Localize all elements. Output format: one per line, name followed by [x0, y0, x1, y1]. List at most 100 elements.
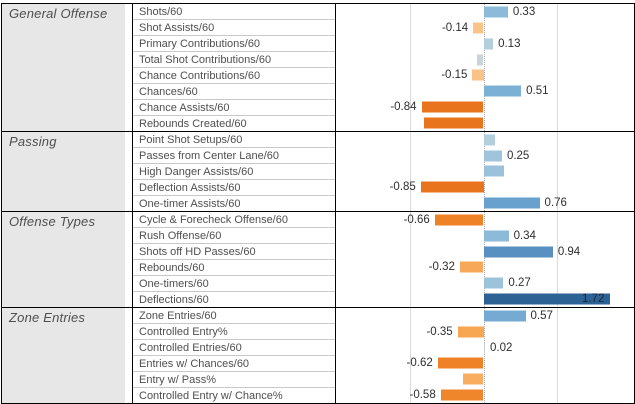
value-label: 0.25 — [506, 149, 530, 162]
bar[interactable] — [483, 230, 509, 242]
bar-row: -0.35 — [336, 324, 634, 340]
bar-row: 0.27 — [336, 275, 634, 291]
bar[interactable] — [459, 261, 484, 273]
bar[interactable] — [440, 389, 484, 401]
category-cell: Passing — [2, 132, 133, 211]
gridline — [557, 308, 559, 403]
category-label: Zone Entries — [9, 310, 86, 325]
gridline — [557, 132, 559, 211]
bar-chart-pane: 0.25 -0.85 0.76 — [336, 132, 634, 211]
bar-row: -0.32 — [336, 259, 634, 275]
bar[interactable] — [483, 293, 611, 305]
bar[interactable] — [483, 246, 553, 258]
metric-label: Passes from Center Lane/60 — [133, 148, 335, 164]
bar[interactable] — [476, 54, 484, 66]
bar[interactable] — [483, 165, 505, 177]
bar[interactable] — [472, 69, 484, 81]
value-label: 0.57 — [530, 309, 553, 322]
value-label: -0.35 — [426, 325, 453, 338]
metric-label: Rebounds/60 — [133, 260, 335, 276]
bar-row: -0.14 — [336, 20, 634, 36]
metric-label: Controlled Entries/60 — [133, 340, 335, 356]
bar[interactable] — [483, 38, 494, 50]
bar-row — [336, 115, 634, 131]
bar-row: -0.66 — [336, 212, 634, 228]
bar[interactable] — [483, 342, 485, 354]
bar-row: 0.02 — [336, 340, 634, 356]
category-cell-background — [2, 308, 125, 403]
value-label: 0.76 — [544, 197, 567, 210]
metric-label: Rebounds Created/60 — [139, 117, 247, 130]
metric-label: Zone Entries/60 — [133, 308, 335, 324]
gridline — [557, 212, 559, 307]
value-label: -0.14 — [441, 21, 469, 34]
metric-label: Primary Contributions/60 — [133, 36, 335, 52]
bar-row: -0.15 — [336, 68, 634, 84]
metric-label: Total Shot Contributions/60 — [133, 52, 335, 68]
metric-label: Rush Offense/60 — [133, 228, 335, 244]
bar-chart-pane: 0.57 -0.35 0.02 -0.62 -0.58 — [336, 308, 634, 403]
bar-row: 1.72 — [336, 291, 634, 307]
player-stats-table: General Offense Shots/60 Shot Assists/60 Pr… — [1, 3, 635, 404]
bar-row: -0.85 — [336, 179, 634, 195]
bar[interactable] — [437, 357, 484, 369]
bar[interactable] — [473, 22, 484, 34]
bar[interactable] — [483, 150, 502, 162]
metric-label: Shots/60 — [133, 4, 335, 20]
value-label: 0.51 — [526, 85, 549, 98]
metric-label: High Danger Assists/60 — [133, 164, 335, 180]
bar[interactable] — [434, 214, 484, 226]
bar[interactable] — [421, 101, 484, 113]
bar-row: 0.25 — [336, 148, 634, 164]
category-label: Passing — [9, 134, 57, 149]
bar[interactable] — [483, 6, 508, 18]
metric-label: Controlled Entry% — [133, 324, 335, 340]
value-label: 0.34 — [513, 229, 536, 242]
bar[interactable] — [457, 326, 484, 338]
bar[interactable] — [483, 85, 522, 97]
bar-row: -0.84 — [336, 99, 634, 115]
category-cell-background — [2, 212, 125, 307]
section-offense-types: Offense Types Cycle & Forecheck Offense/6… — [2, 212, 634, 308]
bar[interactable] — [462, 373, 484, 385]
metric-column: Cycle & Forecheck Offense/60 Rush Offense… — [133, 212, 336, 307]
value-label: 0.13 — [498, 37, 521, 50]
value-label: -0.85 — [389, 181, 416, 194]
bar-row — [336, 164, 634, 180]
category-cell: General Offense — [2, 4, 133, 131]
bar[interactable] — [423, 117, 484, 129]
bar-row: 0.34 — [336, 228, 634, 244]
section-zone-entries: Zone Entries Zone Entries/60 Controlled En… — [2, 308, 634, 403]
value-label: -0.62 — [406, 357, 433, 370]
metric-label: Chance Contributions/60 — [133, 68, 335, 84]
zero-axis-line — [483, 4, 485, 131]
bar[interactable] — [483, 197, 540, 209]
value-label: -0.58 — [409, 389, 436, 402]
section-general-offense: General Offense Shots/60 Shot Assists/60 Pr… — [2, 4, 634, 132]
metric-label: Shot Assists/60 — [133, 20, 335, 36]
metric-label: Entry w/ Pass% — [133, 372, 335, 388]
bar-row — [336, 132, 634, 148]
metric-label: One-timer Assists/60 — [139, 197, 241, 210]
bar[interactable] — [483, 277, 504, 289]
zero-axis-line — [483, 212, 485, 307]
metric-column: Shots/60 Shot Assists/60 Primary Contribut… — [133, 4, 336, 131]
bar-row: 0.94 — [336, 244, 634, 260]
bar[interactable] — [483, 310, 526, 322]
gridline — [409, 308, 411, 403]
section-passing: Passing Point Shot Setups/60 Passes from C… — [2, 132, 634, 212]
bar-row: 0.13 — [336, 36, 634, 52]
value-label: -0.15 — [441, 69, 468, 82]
value-label: 1.72 — [581, 293, 605, 306]
metric-label: Cycle & Forecheck Offense/60 — [133, 212, 335, 228]
value-label: -0.66 — [403, 213, 430, 226]
value-label: 0.02 — [490, 341, 513, 354]
bar-row: -0.62 — [336, 355, 634, 371]
metric-label: Deflections/60 — [139, 293, 209, 306]
bar[interactable] — [420, 181, 484, 193]
gridline — [557, 4, 559, 131]
bar-row — [336, 52, 634, 68]
bar[interactable] — [483, 134, 495, 146]
category-label: Offense Types — [9, 214, 96, 229]
value-label: 0.94 — [557, 245, 581, 258]
